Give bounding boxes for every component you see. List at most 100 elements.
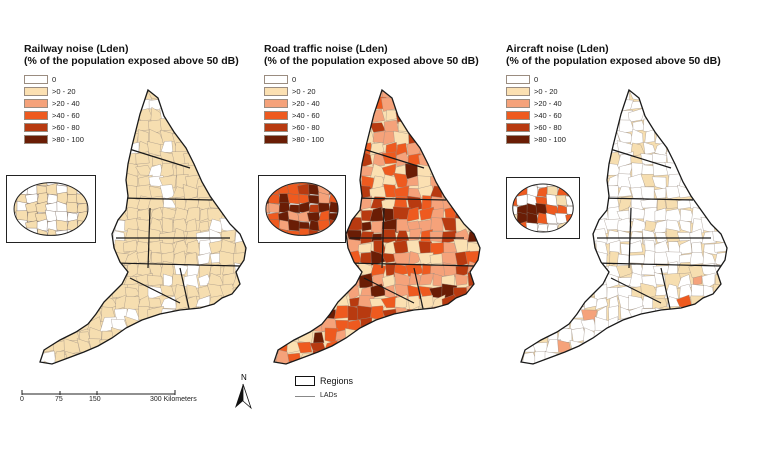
lad-polygon — [40, 154, 44, 167]
lad-polygon — [274, 100, 278, 112]
lad-polygon — [287, 111, 304, 123]
lad-polygon — [195, 98, 211, 113]
lad-polygon — [521, 327, 527, 344]
lad-polygon — [557, 151, 573, 164]
lad-polygon — [521, 239, 536, 255]
lad-polygon — [406, 97, 423, 112]
lad-polygon — [409, 361, 424, 364]
lad-polygon — [716, 151, 727, 169]
lad-polygon — [725, 350, 727, 363]
lad-polygon — [221, 90, 237, 101]
lad-polygon — [310, 250, 328, 265]
borough-polygon — [526, 203, 539, 216]
lad-polygon — [406, 206, 420, 222]
lad-polygon — [521, 252, 524, 267]
lad-polygon — [370, 360, 386, 364]
lad-polygon — [309, 99, 327, 110]
borough-polygon — [339, 229, 345, 240]
lad-polygon — [570, 110, 586, 122]
lad-polygon — [53, 119, 66, 135]
lad-polygon — [616, 340, 633, 355]
lad-polygon — [75, 141, 93, 158]
london-outline — [265, 182, 339, 236]
borough-polygon — [339, 192, 345, 204]
lad-polygon — [101, 372, 117, 384]
lad-polygon — [370, 328, 387, 343]
lad-polygon — [394, 362, 409, 364]
lad-polygon — [27, 371, 40, 384]
lad-polygon — [334, 90, 350, 100]
lad-polygon — [443, 143, 459, 157]
borough-polygon — [46, 228, 59, 236]
lad-polygon — [89, 90, 102, 102]
borough-polygon — [86, 185, 88, 196]
lad-polygon — [478, 90, 480, 100]
lad-polygon — [557, 108, 573, 122]
lad-polygon — [91, 250, 106, 268]
lad-polygon — [274, 273, 278, 289]
borough-polygon — [37, 238, 48, 242]
lad-polygon — [480, 328, 494, 343]
region-boundary — [413, 267, 425, 314]
lad-polygon — [89, 373, 101, 387]
lad-polygon — [444, 329, 457, 345]
lad-polygon — [396, 219, 410, 233]
lad-polygon — [442, 318, 459, 329]
lad-polygon — [88, 283, 105, 301]
aircraft-title-line2: (% of the population exposed above 50 dB… — [506, 55, 721, 67]
lad-polygon — [675, 131, 692, 147]
scalebar-tick-300: 300 Kilometers — [150, 396, 197, 403]
lad-polygon — [547, 90, 563, 98]
region-boundary — [381, 207, 385, 269]
lad-polygon — [581, 141, 597, 156]
lad-polygon — [50, 142, 69, 157]
lad-polygon — [275, 118, 292, 135]
aircraft-legend: 0 >0 - 20 >20 - 40 >40 - 60 >60 - 80 >80… — [506, 75, 596, 145]
borough-polygon — [86, 229, 88, 236]
lad-polygon — [580, 154, 598, 166]
lad-polygon — [113, 265, 128, 278]
lad-polygon — [420, 328, 434, 343]
lad-polygon — [521, 109, 526, 121]
lad-polygon — [593, 266, 609, 277]
lad-polygon — [234, 120, 246, 133]
lad-polygon — [287, 117, 301, 136]
lad-polygon — [521, 90, 538, 102]
lad-polygon — [384, 353, 399, 364]
lad-polygon — [112, 338, 128, 354]
lad-polygon — [346, 343, 362, 356]
legend-label: >40 - 60 — [292, 111, 320, 120]
lad-polygon — [583, 252, 596, 267]
lad-polygon — [617, 186, 633, 198]
lad-polygon — [702, 90, 718, 101]
lad-polygon — [420, 119, 433, 135]
lad-polygon — [455, 188, 468, 202]
lad-polygon — [477, 151, 480, 168]
lad-polygon — [466, 365, 480, 373]
borough-polygon — [67, 239, 78, 242]
lad-polygon — [618, 373, 631, 386]
borough-polygon — [512, 186, 519, 198]
lad-polygon — [288, 263, 300, 278]
lad-polygon — [78, 152, 89, 166]
lad-polygon — [521, 364, 537, 376]
lad-polygon — [558, 275, 574, 288]
lad-polygon — [124, 109, 139, 121]
lad-polygon — [444, 163, 458, 177]
lad-polygon — [665, 108, 682, 123]
lad-polygon — [582, 261, 596, 276]
lad-polygon — [592, 143, 609, 156]
lad-polygon — [101, 252, 118, 267]
lad-polygon — [532, 90, 550, 99]
lad-polygon — [544, 150, 562, 167]
lad-polygon — [173, 330, 189, 344]
lad-polygon — [652, 98, 669, 111]
borough-polygon — [575, 204, 579, 215]
lad-polygon — [394, 371, 407, 385]
lad-polygon — [334, 130, 349, 146]
lad-polygon — [430, 217, 444, 232]
lad-polygon — [147, 275, 164, 287]
lad-polygon — [688, 143, 706, 158]
lad-polygon — [323, 96, 337, 111]
lad-polygon — [679, 165, 693, 179]
